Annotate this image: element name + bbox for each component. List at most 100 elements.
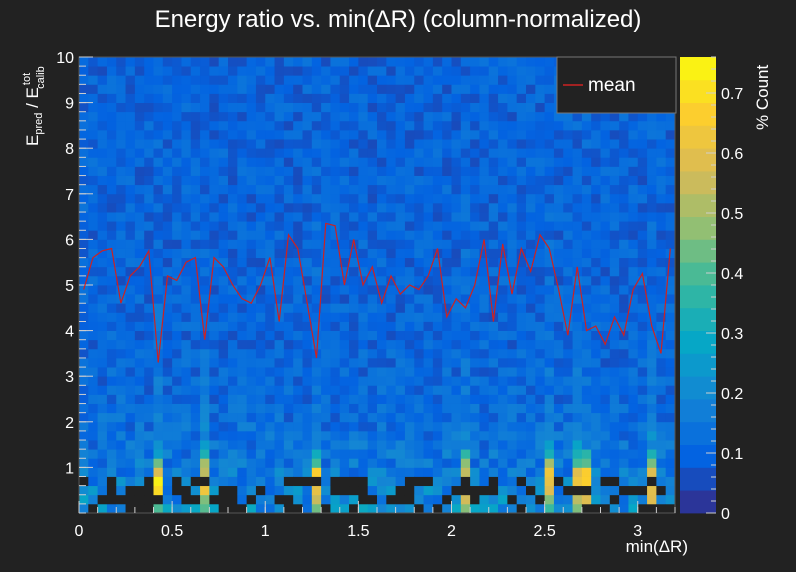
y-label-main: E bbox=[23, 135, 42, 146]
heatmap-cell bbox=[125, 212, 136, 222]
y-tick-label: 8 bbox=[65, 141, 74, 158]
heatmap-cell bbox=[97, 84, 108, 94]
heatmap-cell bbox=[209, 421, 220, 432]
heatmap-cell bbox=[544, 212, 555, 222]
heatmap-cell bbox=[442, 266, 452, 277]
heatmap-cell bbox=[442, 157, 452, 167]
heatmap-cell bbox=[97, 440, 108, 450]
heatmap-cell bbox=[255, 430, 266, 441]
heatmap-cell bbox=[293, 75, 303, 85]
heatmap-cell bbox=[367, 503, 378, 514]
heatmap-cell bbox=[572, 421, 583, 432]
heatmap-cell bbox=[200, 348, 210, 359]
heatmap-cell bbox=[377, 494, 387, 505]
heatmap-cell bbox=[423, 230, 434, 240]
heatmap-cell bbox=[330, 93, 341, 103]
heatmap-cell bbox=[656, 367, 667, 377]
heatmap-cell bbox=[404, 494, 415, 505]
heatmap-cell bbox=[116, 75, 126, 85]
heatmap-cell bbox=[591, 476, 601, 487]
heatmap-cell bbox=[237, 467, 248, 477]
heatmap-cell bbox=[423, 221, 434, 231]
heatmap-cell bbox=[172, 421, 182, 432]
heatmap-cell bbox=[255, 367, 266, 377]
heatmap-cell bbox=[125, 239, 136, 249]
heatmap-cell bbox=[507, 221, 518, 231]
heatmap-cell bbox=[181, 148, 192, 158]
heatmap-cell bbox=[358, 120, 369, 131]
heatmap-cell bbox=[423, 485, 434, 496]
heatmap-cell bbox=[572, 248, 583, 259]
heatmap-cell bbox=[386, 84, 397, 94]
heatmap-cell bbox=[302, 285, 313, 295]
heatmap-cell bbox=[311, 120, 322, 131]
heatmap-cell bbox=[321, 212, 331, 222]
heatmap-cell bbox=[609, 394, 620, 404]
x-tick-label: 1 bbox=[261, 523, 270, 540]
heatmap-cell bbox=[349, 248, 359, 259]
x-tick-label: 2 bbox=[447, 523, 456, 540]
heatmap-cell bbox=[293, 57, 303, 67]
heatmap-cell bbox=[395, 294, 406, 304]
heatmap-cell bbox=[600, 476, 611, 487]
heatmap-cell bbox=[386, 184, 397, 195]
heatmap-cell bbox=[377, 385, 387, 395]
heatmap-cell bbox=[544, 467, 555, 477]
heatmap-cell bbox=[134, 440, 145, 450]
heatmap-cell bbox=[172, 357, 182, 368]
heatmap-cell bbox=[144, 485, 154, 496]
heatmap-cell bbox=[153, 321, 164, 331]
heatmap-cell bbox=[665, 221, 676, 231]
heatmap-cell bbox=[581, 458, 592, 468]
heatmap-cell bbox=[553, 412, 564, 423]
heatmap-cell bbox=[423, 467, 434, 477]
heatmap-cell bbox=[293, 157, 303, 167]
heatmap-cell bbox=[656, 485, 667, 496]
heatmap-cell bbox=[209, 139, 220, 149]
heatmap-cell bbox=[237, 157, 248, 167]
heatmap-cell bbox=[339, 494, 350, 505]
heatmap-cell bbox=[516, 440, 527, 450]
heatmap-cell bbox=[572, 321, 583, 331]
heatmap-cell bbox=[414, 102, 424, 113]
heatmap-cell bbox=[106, 430, 117, 441]
heatmap-cell bbox=[79, 102, 89, 113]
heatmap-cell bbox=[153, 157, 164, 167]
heatmap-cell bbox=[516, 157, 527, 167]
heatmap-cell bbox=[526, 357, 536, 368]
heatmap-cell bbox=[274, 403, 285, 414]
heatmap-cell bbox=[628, 184, 639, 195]
heatmap-cell bbox=[200, 312, 210, 322]
heatmap-cell bbox=[414, 376, 424, 386]
heatmap-cell bbox=[479, 485, 490, 496]
heatmap-cell bbox=[367, 440, 378, 450]
heatmap-cell bbox=[339, 312, 350, 322]
heatmap-cell bbox=[283, 339, 294, 350]
heatmap-cell bbox=[237, 348, 248, 359]
heatmap-cell bbox=[358, 376, 369, 386]
heatmap-cell bbox=[172, 93, 182, 103]
heatmap-cell bbox=[209, 248, 220, 259]
heatmap-cell bbox=[116, 412, 126, 423]
heatmap-cell bbox=[498, 129, 508, 140]
heatmap-cell bbox=[432, 494, 443, 505]
heatmap-cell bbox=[563, 239, 573, 249]
heatmap-cell bbox=[228, 248, 238, 259]
heatmap-cell bbox=[377, 394, 387, 404]
heatmap-cell bbox=[507, 84, 518, 94]
heatmap-cell bbox=[209, 357, 220, 368]
heatmap-cell bbox=[228, 221, 238, 231]
heatmap-cell bbox=[330, 230, 341, 240]
heatmap-cell bbox=[79, 266, 89, 277]
heatmap-cell bbox=[200, 175, 210, 186]
heatmap-cell bbox=[619, 494, 629, 505]
heatmap-cell bbox=[97, 93, 108, 103]
heatmap-cell bbox=[162, 202, 173, 213]
heatmap-cell bbox=[470, 376, 480, 386]
heatmap-cell bbox=[116, 339, 126, 350]
heatmap-cell bbox=[581, 139, 592, 149]
heatmap-cell bbox=[125, 139, 136, 149]
heatmap-cell bbox=[432, 357, 443, 368]
heatmap-cell bbox=[321, 248, 331, 259]
heatmap-cell bbox=[246, 412, 257, 423]
